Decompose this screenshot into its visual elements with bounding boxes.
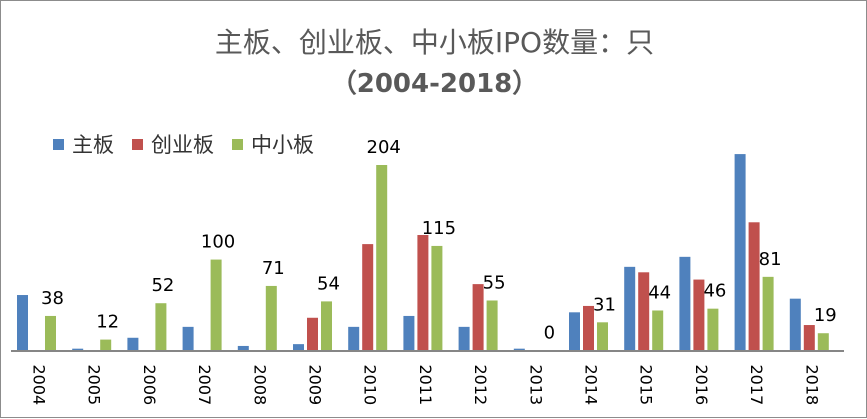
x-tick-label: 2005 xyxy=(85,365,104,406)
bar-0-2004 xyxy=(17,295,28,351)
bar-1-2009 xyxy=(307,317,318,351)
x-tick-label: 2007 xyxy=(195,365,214,406)
bar-2-2017 xyxy=(762,276,774,351)
data-label: 54 xyxy=(317,273,340,294)
legend-swatch xyxy=(232,138,243,150)
legend-swatch xyxy=(132,138,143,150)
x-tick-label: 2004 xyxy=(30,365,49,406)
data-label: 115 xyxy=(422,218,456,239)
bar-0-2018 xyxy=(789,298,801,351)
x-tick-label: 2018 xyxy=(802,365,821,406)
x-tick-label: 2009 xyxy=(306,365,325,406)
bar-2-2016 xyxy=(707,308,719,351)
x-tick-label: 2014 xyxy=(582,365,601,406)
legend-label: 主板 xyxy=(72,133,114,157)
bar-0-2008 xyxy=(237,345,249,351)
data-label: 204 xyxy=(367,137,401,158)
bar-0-2011 xyxy=(403,315,415,351)
bar-2-2004 xyxy=(45,315,56,351)
legend-item-chinext: 创业板 xyxy=(132,129,214,159)
data-label: 12 xyxy=(96,312,119,333)
bar-0-2012 xyxy=(458,326,470,351)
bar-2-2015 xyxy=(652,310,664,351)
bar-2-2007 xyxy=(210,259,222,351)
bar-2-2014 xyxy=(597,322,608,351)
bar-1-2010 xyxy=(362,244,374,351)
data-label: 46 xyxy=(703,281,726,302)
data-label: 52 xyxy=(151,275,174,296)
x-tick-label: 2006 xyxy=(140,365,159,406)
bar-0-2010 xyxy=(348,326,360,351)
bar-2-2010 xyxy=(376,165,388,351)
bar-2-2006 xyxy=(155,303,167,351)
data-label: 44 xyxy=(648,282,671,303)
x-tick-label: 2016 xyxy=(692,365,711,406)
bar-2-2005 xyxy=(100,339,112,351)
x-tick-label: 2008 xyxy=(250,365,269,406)
legend-label: 中小板 xyxy=(251,133,314,157)
legend-item-main-board: 主板 xyxy=(53,129,114,159)
bar-1-2014 xyxy=(583,305,594,351)
bar-0-2006 xyxy=(127,337,139,351)
bar-0-2009 xyxy=(293,344,304,351)
x-tick-label: 2012 xyxy=(471,365,490,406)
data-label: 31 xyxy=(593,294,616,315)
chart-title: 主板、创业板、中小板IPO数量：只 xyxy=(214,26,655,59)
x-tick-label: 2015 xyxy=(637,365,656,406)
bar-0-2013 xyxy=(513,348,525,351)
bar-2-2012 xyxy=(486,300,498,351)
bar-0-2015 xyxy=(624,266,636,351)
legend-item-sme-board: 中小板 xyxy=(232,129,314,159)
data-label: 0 xyxy=(544,323,555,344)
data-label: 71 xyxy=(262,258,285,279)
bar-2-2018 xyxy=(817,333,829,351)
x-tick-label: 2011 xyxy=(416,365,435,406)
bar-0-2007 xyxy=(182,326,194,351)
data-label: 81 xyxy=(759,249,782,270)
bar-1-2012 xyxy=(472,284,484,351)
data-label: 38 xyxy=(41,288,64,309)
legend: 主板 创业板 中小板 xyxy=(53,129,314,159)
bar-2-2008 xyxy=(265,285,277,351)
bar-1-2011 xyxy=(417,235,429,351)
data-label: 19 xyxy=(814,305,837,326)
bar-2-2009 xyxy=(321,301,332,351)
bar-0-2016 xyxy=(679,256,691,351)
x-tick-label: 2013 xyxy=(526,365,545,406)
chart-subtitle: （2004-2018） xyxy=(330,69,539,99)
bar-1-2017 xyxy=(748,222,760,351)
data-label: 100 xyxy=(201,232,235,253)
bar-0-2005 xyxy=(72,348,84,351)
x-tick-label: 2010 xyxy=(361,365,380,406)
bar-1-2015 xyxy=(638,272,650,351)
data-label: 55 xyxy=(483,272,506,293)
bar-1-2018 xyxy=(803,325,815,351)
legend-swatch xyxy=(53,138,64,150)
bar-0-2017 xyxy=(734,154,746,351)
legend-label: 创业板 xyxy=(151,133,214,157)
x-tick-label: 2017 xyxy=(747,365,766,406)
bar-0-2014 xyxy=(569,312,580,351)
bar-1-2016 xyxy=(693,279,705,351)
bar-2-2011 xyxy=(431,245,443,351)
